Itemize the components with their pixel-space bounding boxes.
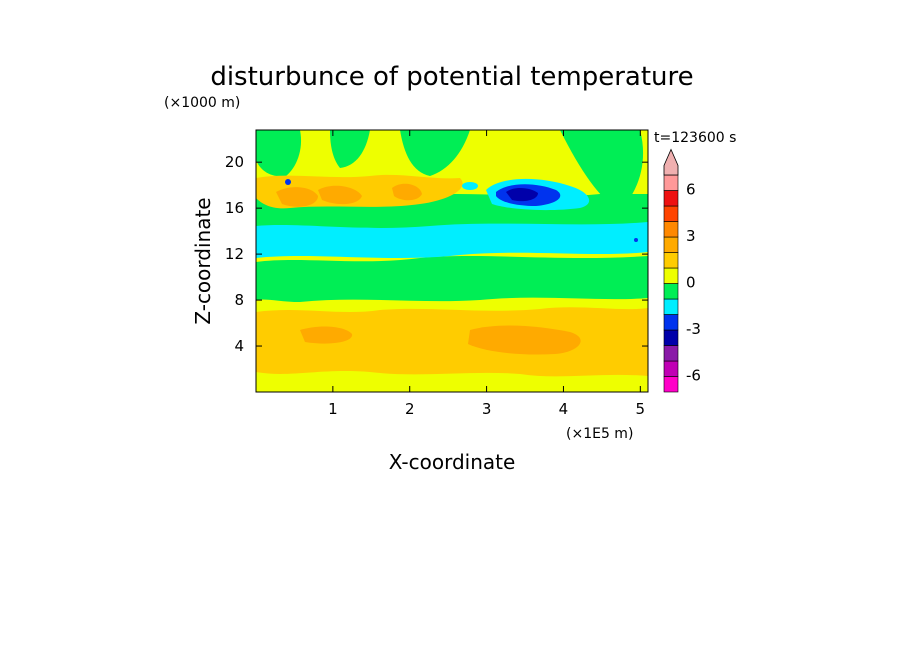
y-axis-label: Z-coordinate <box>191 197 215 324</box>
y-tick-label: 12 <box>225 245 244 263</box>
colorbar-swatch <box>663 298 679 315</box>
colorbar-label: 6 <box>686 181 696 199</box>
contour-upper-orange-3 <box>392 183 422 201</box>
x-tick-label: 2 <box>405 400 415 418</box>
colorbar-swatch <box>663 174 679 191</box>
colorbar: 6 3 0 -3 -6 <box>663 148 701 393</box>
colorbar-label: 0 <box>686 274 696 292</box>
contour-cyan-spot <box>462 182 478 190</box>
contour-upper-orange-2 <box>318 185 362 205</box>
contour-low-orange <box>468 325 581 355</box>
contour-green-band <box>256 256 648 302</box>
contour-blue-dot <box>285 179 291 185</box>
colorbar-label: -3 <box>686 320 701 338</box>
colorbar-label: 3 <box>686 227 696 245</box>
plot-frame <box>255 129 649 393</box>
colorbar-swatch <box>663 267 679 284</box>
contour-upper-green <box>256 130 302 177</box>
x-tick-label: 5 <box>636 400 646 418</box>
colorbar-label: -6 <box>686 367 701 385</box>
y-unit-label: (×1000 m) <box>164 95 240 111</box>
colorbar-swatch <box>663 190 679 207</box>
x-axis-label: X-coordinate <box>389 450 516 474</box>
colorbar-swatch <box>663 283 679 300</box>
colorbar-swatch <box>663 205 679 222</box>
y-ticks: 4 8 12 16 20 <box>225 153 648 355</box>
contour-low-warm <box>256 307 648 377</box>
x-tick-label: 3 <box>482 400 492 418</box>
contour-cold-core <box>506 187 538 202</box>
chart-title: disturbunce of potential temperature <box>210 62 693 92</box>
y-tick-label: 8 <box>234 291 244 309</box>
y-tick-label: 20 <box>225 153 244 171</box>
x-ticks: 1 2 3 4 5 <box>328 130 645 418</box>
colorbar-swatch <box>663 376 679 393</box>
x-tick-label: 1 <box>328 400 338 418</box>
y-tick-label: 4 <box>234 337 244 355</box>
contour-upper-green-3 <box>400 130 470 176</box>
contour-low-orange-2 <box>300 326 353 344</box>
colorbar-swatch <box>663 314 679 331</box>
contour-cyan-band <box>256 220 648 258</box>
contour-upper-green-4 <box>560 130 644 210</box>
contour-blue-dot-2 <box>634 238 638 242</box>
colorbar-swatch <box>663 252 679 269</box>
colorbar-swatch <box>663 360 679 377</box>
colorbar-swatch <box>663 236 679 253</box>
plot-area <box>256 130 648 392</box>
colorbar-swatch <box>663 221 679 238</box>
colorbar-arrow <box>663 148 679 176</box>
x-tick-label: 4 <box>559 400 569 418</box>
colorbar-swatch <box>663 329 679 346</box>
colorbar-swatch <box>663 345 679 362</box>
contour-upper-orange-1 <box>276 187 318 207</box>
time-label: t=123600 s <box>654 130 736 146</box>
y-tick-label: 16 <box>225 199 244 217</box>
x-unit-label: (×1E5 m) <box>566 426 633 442</box>
contour-upper-green-2 <box>330 130 370 168</box>
